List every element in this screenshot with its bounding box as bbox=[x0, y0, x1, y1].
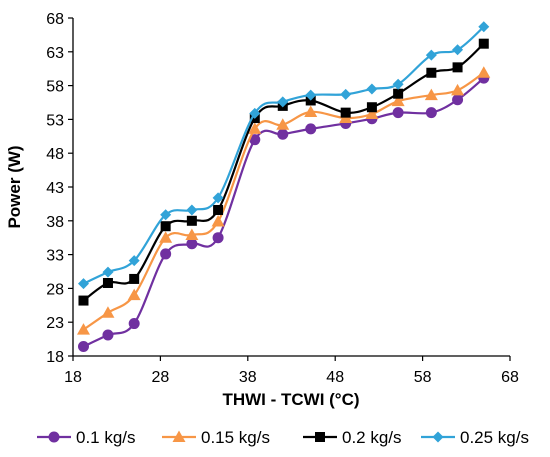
legend-label: 0.1 kg/s bbox=[76, 428, 136, 447]
data-point bbox=[391, 94, 405, 107]
data-point bbox=[160, 221, 171, 232]
legend-marker bbox=[315, 432, 325, 442]
data-point bbox=[425, 49, 437, 61]
legend-item: 0.25 kg/s bbox=[421, 428, 529, 447]
data-point bbox=[249, 107, 261, 119]
data-point bbox=[478, 21, 490, 33]
data-point bbox=[276, 118, 290, 130]
data-point bbox=[212, 192, 224, 204]
data-point bbox=[160, 248, 172, 260]
legend-label: 0.15 kg/s bbox=[201, 428, 270, 447]
legend: 0.1 kg/s 0.15 kg/s 0.2 kg/s 0.25 kg/s bbox=[37, 428, 529, 447]
series-line bbox=[83, 25, 485, 285]
x-tick-label: 68 bbox=[501, 369, 519, 386]
data-point bbox=[340, 88, 352, 100]
y-ticks: 18 23 28 33 38 43 48 53 58 63 68 bbox=[46, 11, 73, 366]
data-point bbox=[248, 122, 262, 134]
data-point bbox=[213, 204, 224, 215]
data-point bbox=[102, 329, 114, 341]
x-tick-label: 48 bbox=[326, 369, 344, 386]
data-point bbox=[249, 134, 261, 146]
data-point bbox=[366, 102, 377, 113]
data-point bbox=[392, 107, 404, 119]
data-point bbox=[186, 204, 198, 216]
series-line bbox=[83, 77, 485, 348]
y-tick-label: 68 bbox=[46, 11, 64, 28]
y-tick-label: 53 bbox=[46, 112, 64, 129]
data-point bbox=[393, 88, 404, 99]
legend-item: 0.2 kg/s bbox=[303, 428, 402, 447]
series-line bbox=[82, 71, 485, 331]
data-point bbox=[340, 107, 351, 118]
x-tick-label: 28 bbox=[152, 369, 170, 386]
legend-item: 0.15 kg/s bbox=[162, 428, 270, 447]
legend-marker bbox=[48, 431, 60, 443]
x-tick-label: 18 bbox=[64, 369, 82, 386]
data-point bbox=[77, 341, 89, 353]
y-tick-label: 18 bbox=[46, 349, 64, 366]
data-point bbox=[128, 318, 140, 330]
y-axis-title: Power (W) bbox=[5, 145, 24, 228]
data-point bbox=[101, 306, 115, 318]
data-point bbox=[426, 67, 437, 78]
data-point bbox=[185, 228, 199, 240]
series-0 bbox=[77, 72, 490, 353]
x-tick-label: 38 bbox=[239, 369, 257, 386]
data-point bbox=[477, 66, 491, 78]
y-tick-label: 43 bbox=[46, 180, 64, 197]
data-point bbox=[452, 62, 463, 73]
y-tick-label: 23 bbox=[46, 315, 64, 332]
data-point bbox=[76, 323, 90, 335]
data-point bbox=[186, 238, 198, 250]
legend-marker bbox=[172, 430, 186, 442]
data-point bbox=[159, 231, 173, 243]
data-point bbox=[452, 44, 464, 56]
series-1 bbox=[76, 66, 491, 335]
data-point bbox=[478, 38, 489, 49]
data-point bbox=[78, 295, 89, 306]
y-tick-label: 33 bbox=[46, 248, 64, 265]
axes bbox=[72, 18, 510, 357]
data-point bbox=[102, 277, 113, 288]
y-tick-label: 63 bbox=[46, 45, 64, 62]
data-point bbox=[304, 105, 318, 117]
x-tick-label: 58 bbox=[414, 369, 432, 386]
y-tick-label: 48 bbox=[46, 146, 64, 163]
data-point bbox=[160, 209, 172, 221]
data-point bbox=[451, 83, 465, 96]
data-point bbox=[77, 278, 89, 290]
data-point bbox=[452, 94, 464, 106]
data-point bbox=[392, 78, 404, 90]
data-point bbox=[305, 123, 317, 135]
y-tick-label: 28 bbox=[46, 281, 64, 298]
data-point bbox=[305, 89, 317, 101]
legend-item: 0.1 kg/s bbox=[37, 428, 136, 447]
series-3 bbox=[77, 21, 490, 290]
data-point bbox=[366, 83, 378, 95]
series-group bbox=[76, 21, 491, 353]
legend-marker bbox=[432, 431, 444, 443]
legend-label: 0.25 kg/s bbox=[460, 428, 529, 447]
x-axis-title: THWI - TCWI (°C) bbox=[222, 390, 359, 409]
data-point bbox=[277, 96, 289, 108]
data-point bbox=[425, 107, 437, 119]
y-tick-label: 58 bbox=[46, 79, 64, 96]
data-point bbox=[212, 232, 224, 244]
legend-label: 0.2 kg/s bbox=[342, 428, 402, 447]
data-point bbox=[127, 288, 141, 301]
data-point bbox=[424, 88, 438, 101]
data-point bbox=[365, 107, 379, 119]
data-point bbox=[186, 215, 197, 226]
series-2 bbox=[78, 38, 489, 306]
data-point bbox=[102, 266, 114, 278]
series-line bbox=[82, 42, 485, 302]
data-point bbox=[129, 273, 140, 284]
data-point bbox=[277, 128, 289, 140]
y-tick-label: 38 bbox=[46, 214, 64, 231]
data-point bbox=[128, 255, 140, 267]
data-point bbox=[211, 214, 225, 227]
x-ticks: 18 28 38 48 58 68 bbox=[64, 356, 519, 386]
